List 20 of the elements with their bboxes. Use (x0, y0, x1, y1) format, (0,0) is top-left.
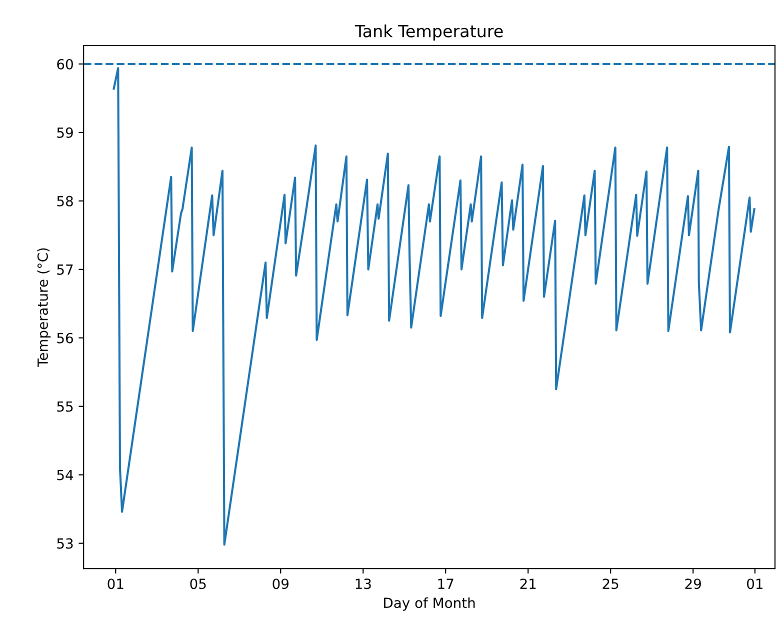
x-tick-label: 25 (602, 578, 618, 590)
y-tick-label: 53 (57, 538, 73, 549)
y-tick-label: 59 (57, 127, 73, 138)
x-axis-title: Day of Month (384, 597, 475, 611)
y-tick-label: 54 (57, 470, 74, 480)
y-tick-label: 60 (57, 58, 73, 70)
x-tick-label: 21 (520, 578, 536, 589)
x-tick-label: 01 (108, 578, 124, 590)
chart-title: Tank Temperature (354, 24, 503, 41)
x-tick-label: 01 (747, 578, 762, 590)
x-tick-label: 17 (438, 578, 454, 589)
y-tick-label: 56 (57, 332, 73, 344)
x-tick-label: 29 (685, 578, 701, 590)
y-tick-label: 57 (57, 264, 73, 275)
x-tick-label: 05 (190, 578, 206, 590)
x-tick-label: 13 (356, 578, 371, 590)
y-axis-title: Temperature (°C) (37, 248, 51, 368)
y-tick-label: 55 (57, 401, 73, 412)
y-tick-label: 58 (57, 196, 73, 206)
x-tick-label: 09 (272, 578, 288, 590)
